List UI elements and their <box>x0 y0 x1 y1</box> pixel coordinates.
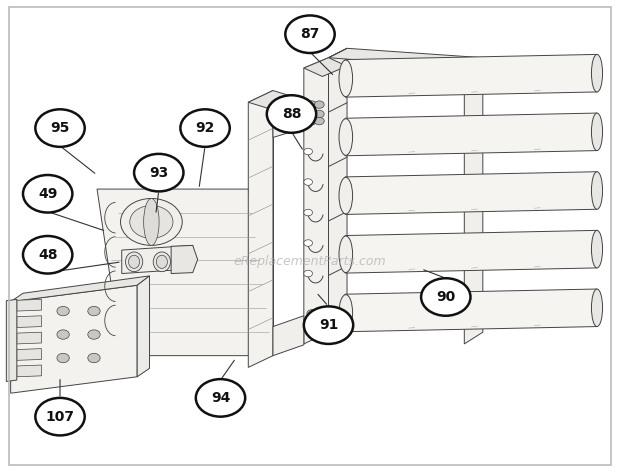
Ellipse shape <box>591 289 603 327</box>
Circle shape <box>57 330 69 339</box>
Circle shape <box>180 110 230 147</box>
Text: 90: 90 <box>436 290 456 304</box>
Text: 95: 95 <box>50 121 69 135</box>
Text: 87: 87 <box>300 27 320 41</box>
Circle shape <box>35 398 85 435</box>
Polygon shape <box>171 245 198 274</box>
Circle shape <box>267 95 316 133</box>
Polygon shape <box>11 285 137 393</box>
Ellipse shape <box>144 198 159 245</box>
Circle shape <box>134 154 184 192</box>
Circle shape <box>130 205 173 238</box>
Circle shape <box>304 240 312 246</box>
Text: 92: 92 <box>195 121 215 135</box>
Polygon shape <box>464 58 483 344</box>
Ellipse shape <box>342 118 350 156</box>
Circle shape <box>304 148 312 155</box>
Circle shape <box>35 110 85 147</box>
Ellipse shape <box>342 236 350 273</box>
Circle shape <box>88 330 100 339</box>
Circle shape <box>304 179 312 185</box>
Polygon shape <box>17 316 42 328</box>
Polygon shape <box>346 113 597 156</box>
Circle shape <box>307 117 317 125</box>
Ellipse shape <box>153 252 170 272</box>
Circle shape <box>421 278 471 316</box>
Polygon shape <box>329 48 483 68</box>
Polygon shape <box>273 100 304 137</box>
Ellipse shape <box>339 60 353 97</box>
Polygon shape <box>11 276 149 302</box>
Polygon shape <box>304 58 329 344</box>
Ellipse shape <box>339 236 353 273</box>
Circle shape <box>196 379 245 417</box>
Ellipse shape <box>339 177 353 214</box>
Circle shape <box>314 110 324 118</box>
Ellipse shape <box>591 230 603 268</box>
Text: 49: 49 <box>38 187 58 201</box>
Polygon shape <box>17 299 42 311</box>
Text: 94: 94 <box>211 391 230 405</box>
Polygon shape <box>6 299 17 381</box>
Circle shape <box>314 117 324 125</box>
Polygon shape <box>248 91 273 367</box>
Text: 91: 91 <box>319 318 338 332</box>
Ellipse shape <box>339 118 353 155</box>
Circle shape <box>23 236 73 274</box>
Polygon shape <box>137 276 149 377</box>
Circle shape <box>57 354 69 362</box>
Ellipse shape <box>342 59 350 97</box>
Polygon shape <box>346 289 597 332</box>
Ellipse shape <box>339 295 353 331</box>
Ellipse shape <box>128 255 140 269</box>
Polygon shape <box>17 365 42 377</box>
Circle shape <box>304 306 353 344</box>
Ellipse shape <box>342 294 350 332</box>
Circle shape <box>88 354 100 362</box>
Polygon shape <box>329 48 347 330</box>
Circle shape <box>307 101 317 109</box>
Polygon shape <box>17 332 42 344</box>
Text: eReplacementParts.com: eReplacementParts.com <box>234 255 386 268</box>
Circle shape <box>120 198 182 245</box>
Circle shape <box>23 175 73 212</box>
Polygon shape <box>346 54 597 97</box>
Ellipse shape <box>591 113 603 151</box>
Circle shape <box>57 306 69 316</box>
Text: 48: 48 <box>38 248 58 262</box>
Circle shape <box>88 306 100 316</box>
Text: 107: 107 <box>45 410 74 424</box>
Text: 93: 93 <box>149 166 169 180</box>
Circle shape <box>304 270 312 277</box>
Ellipse shape <box>591 172 603 209</box>
Polygon shape <box>273 316 304 355</box>
Circle shape <box>314 101 324 109</box>
Circle shape <box>285 16 335 53</box>
Polygon shape <box>97 189 273 355</box>
Circle shape <box>304 209 312 216</box>
Text: 88: 88 <box>281 107 301 121</box>
Circle shape <box>307 310 317 317</box>
Circle shape <box>307 110 317 118</box>
Polygon shape <box>346 230 597 273</box>
Circle shape <box>314 310 324 317</box>
Ellipse shape <box>591 54 603 92</box>
Ellipse shape <box>156 255 167 269</box>
Polygon shape <box>248 91 304 112</box>
Polygon shape <box>17 349 42 360</box>
Polygon shape <box>122 245 193 274</box>
Ellipse shape <box>342 177 350 214</box>
Polygon shape <box>304 58 347 76</box>
Ellipse shape <box>125 252 143 272</box>
Polygon shape <box>346 172 597 214</box>
